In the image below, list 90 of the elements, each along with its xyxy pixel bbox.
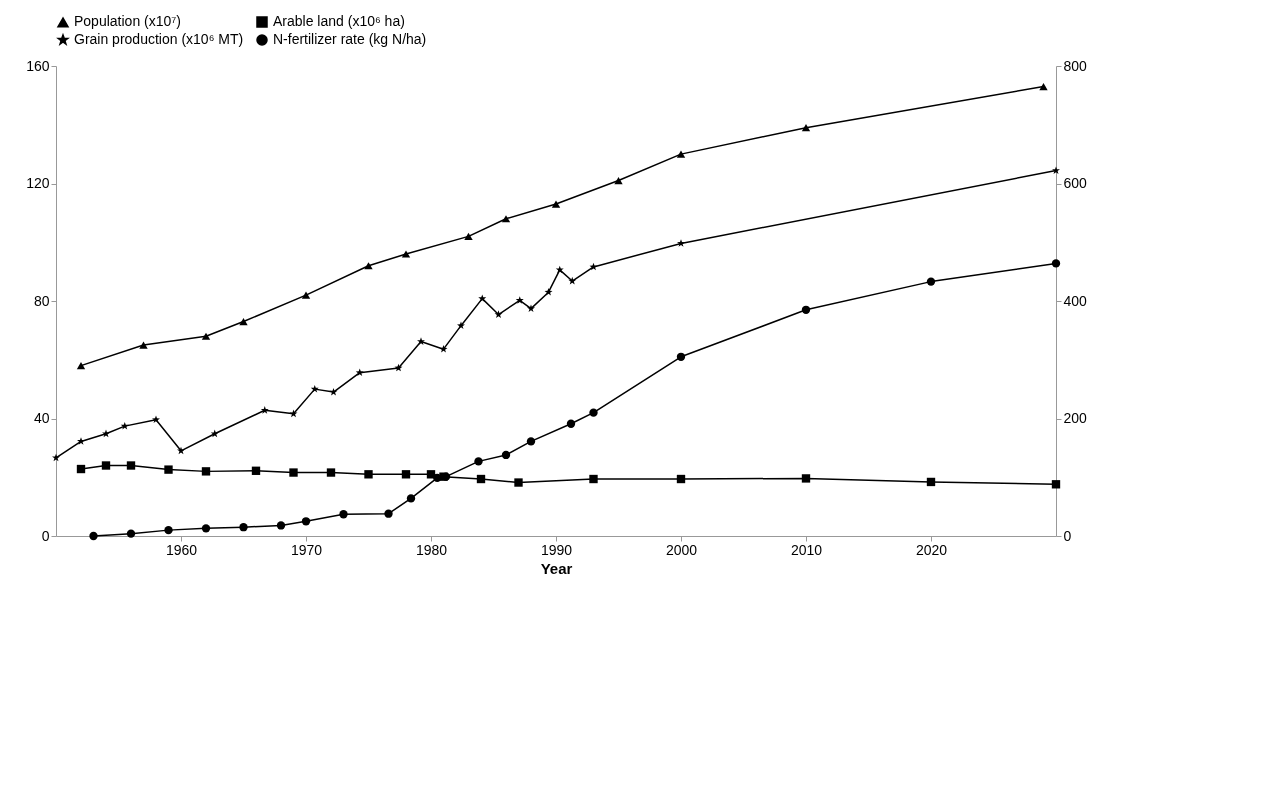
y-tick-label: 0: [41, 527, 50, 544]
point: [355, 368, 364, 377]
y2-tick-label: 0: [1063, 527, 1072, 544]
point: [164, 465, 173, 474]
point: [589, 474, 598, 484]
point: [464, 232, 473, 240]
x-tick-label: 2020: [915, 541, 948, 558]
point: [401, 250, 411, 258]
point: [457, 321, 465, 330]
y2-tick-label: 200: [1063, 410, 1088, 426]
point: [101, 461, 111, 470]
point: [527, 304, 535, 313]
point: [1052, 166, 1060, 174]
y-tick-label: 120: [26, 175, 50, 191]
point: [494, 310, 503, 318]
point: [289, 468, 298, 477]
point: [201, 467, 211, 476]
x-axis-title: Year: [540, 559, 573, 577]
x-tick-label: 1980: [415, 541, 448, 558]
point: [339, 510, 348, 519]
point: [76, 362, 86, 370]
point: [514, 478, 523, 487]
point: [326, 468, 336, 477]
point: [201, 524, 211, 533]
point: [589, 408, 598, 417]
point: [251, 466, 261, 475]
point: [526, 437, 536, 446]
point: [1051, 259, 1061, 268]
y-tick-label: 40: [33, 410, 50, 426]
point: [301, 517, 311, 526]
y-tick-label: 80: [33, 292, 50, 309]
point: [276, 521, 286, 530]
point: [1039, 82, 1048, 91]
point: [501, 450, 511, 460]
point: [239, 523, 248, 532]
point: [139, 341, 148, 349]
point: [384, 509, 393, 518]
point: [926, 477, 936, 487]
point: [676, 352, 686, 361]
x-tick-label: 1970: [290, 541, 323, 558]
point: [1051, 480, 1061, 489]
x-tick-label: 1990: [540, 541, 573, 558]
legend-label: N-fertilizer rate (kg N/ha): [273, 31, 427, 47]
x-tick-label: 2000: [665, 541, 698, 558]
point: [102, 429, 110, 438]
y2-tick-label: 600: [1063, 175, 1088, 191]
point: [301, 291, 311, 299]
x-tick-label: 2010: [790, 541, 823, 558]
legend-label: Population (x10⁷): [74, 13, 182, 30]
point: [501, 215, 511, 223]
point: [515, 296, 524, 304]
point: [177, 446, 185, 455]
point: [676, 150, 686, 158]
point: [801, 305, 811, 314]
point: [439, 344, 448, 353]
point: [566, 419, 576, 428]
point: [201, 332, 211, 340]
point: [89, 531, 98, 541]
point: [364, 470, 373, 479]
point: [164, 525, 173, 535]
point: [478, 294, 487, 303]
point: [152, 415, 160, 424]
point: [401, 470, 411, 479]
point: [239, 317, 248, 326]
point: [676, 474, 686, 484]
point: [544, 288, 553, 296]
legend-label: Arable land (x10⁶ ha): [273, 13, 405, 29]
y-tick-label: 160: [26, 57, 50, 74]
point: [417, 337, 425, 345]
point: [260, 406, 269, 414]
point: [926, 277, 936, 286]
point: [476, 474, 486, 484]
point: [126, 529, 136, 538]
point: [474, 457, 483, 466]
point: [614, 176, 623, 185]
point: [364, 262, 373, 270]
point: [210, 429, 219, 438]
point: [555, 265, 564, 274]
x-tick-label: 1960: [165, 541, 198, 558]
y2-tick-label: 400: [1063, 292, 1088, 309]
point: [52, 453, 60, 462]
y2-tick-label: 800: [1063, 57, 1088, 74]
point: [126, 461, 136, 470]
point: [801, 474, 811, 483]
point: [551, 200, 561, 208]
point: [289, 409, 298, 418]
point: [406, 494, 416, 503]
point: [76, 464, 86, 474]
legend-label: Grain production (x10⁶ MT): [74, 31, 244, 47]
point: [801, 124, 811, 132]
